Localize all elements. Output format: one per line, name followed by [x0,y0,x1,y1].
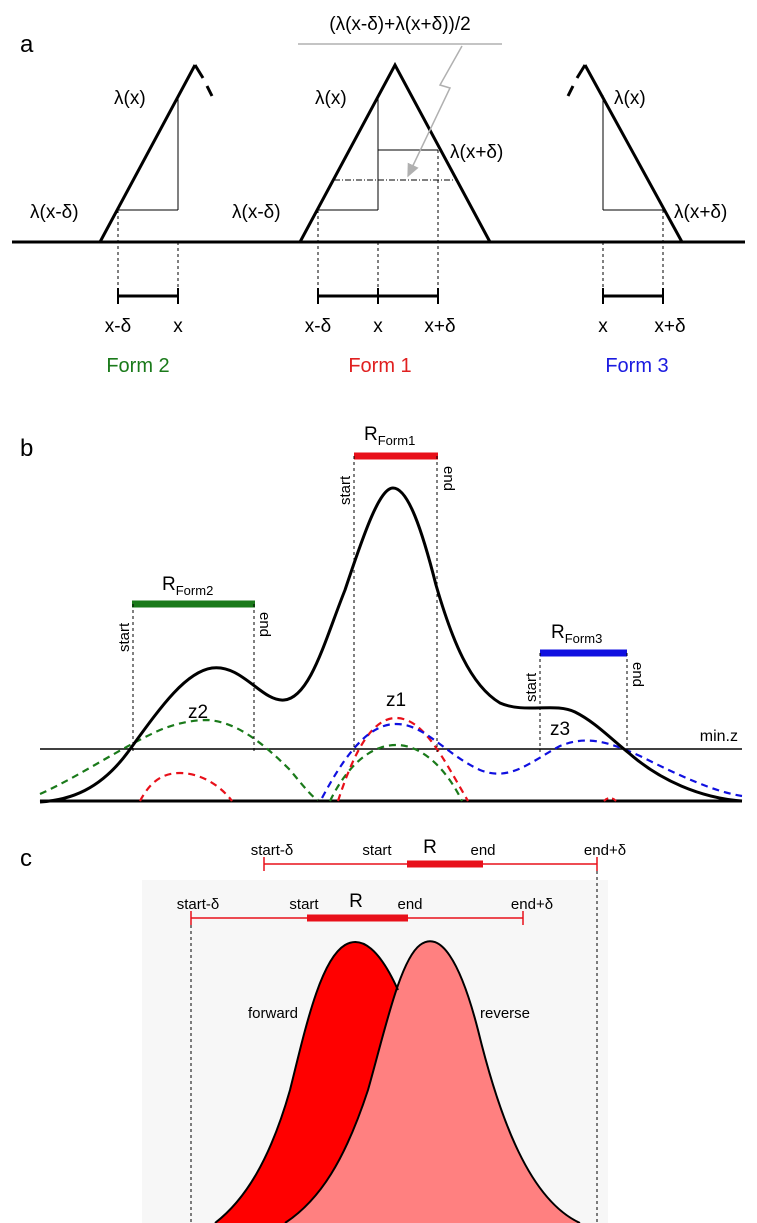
reverse-r: R [423,837,437,858]
form3-right-edge [583,64,684,243]
forward-end: end [397,896,422,913]
forward-label: forward [248,1005,298,1022]
form1-triangle [298,61,492,243]
forward-r: R [349,891,363,912]
z2-curve [39,718,319,801]
form1-tick-label-mid: x [373,316,383,337]
form1-tick-label-right: x+δ [424,316,455,337]
r-form1-start: start [337,475,354,505]
panel-b: b min.z RForm2 start end RForm1 st [20,424,743,804]
r-form1: RForm1 start end [337,424,457,752]
form3-name: Form 3 [605,355,668,377]
form1-name: Form 1 [348,355,411,377]
r-form1-end: end [440,466,457,491]
min-z-label: min.z [700,728,738,745]
reverse-end-plus: end+δ [584,842,626,859]
form2-left-edge [98,64,197,243]
z1-curve [336,716,469,802]
form3-peak-stub-dash [566,85,575,97]
reverse-start-minus: start-δ [251,842,294,859]
r-form3: RForm3 start end [523,622,646,752]
panel-b-letter: b [20,435,33,462]
form1-tick-label-left: x-δ [305,316,331,337]
form1-diagram: λ(x) λ(x-δ) λ(x+δ) x-δ x x+δ Form 1 [232,61,503,377]
z2-curve-center [329,743,463,802]
form2-diagram: λ(x) λ(x-δ) x-δ x Form 2 [30,64,214,377]
average-annotation: (λ(x-δ)+λ(x+δ))/2 [298,14,502,178]
r-form2: RForm2 start end [116,574,273,752]
r-form3-start: start [523,672,540,702]
forward-peak-outline [214,941,399,1223]
reverse-start: start [362,842,392,859]
z2-label: z2 [188,702,208,723]
form1-lambda-xpd: λ(x+δ) [450,142,503,163]
form2-tick-label-right: x [173,316,183,337]
panel-c-letter: c [20,845,32,872]
forward-start: start [289,896,319,913]
form2-peak-stub [193,64,205,79]
reverse-interval: start-δ start R end end+δ [251,837,626,871]
reverse-end: end [470,842,495,859]
panel-a-letter: a [20,31,34,58]
panel-a: a λ(x) λ(x-δ) x-δ x Form 2 [12,14,745,377]
form2-peak-stub-dash [205,85,214,97]
form3-lambda-x: λ(x) [614,88,646,109]
r-form2-end: end [256,612,273,637]
form1-lambda-x: λ(x) [315,88,347,109]
form2-tick-label-left: x-δ [105,316,131,337]
panel-c: c start-δ start R end end+δ start-δ star… [20,837,626,1223]
form3-diagram: λ(x) λ(x+δ) x x+δ Form 3 [566,64,727,377]
forward-end-plus: end+δ [511,896,553,913]
z1-curve-right [603,797,617,802]
form3-tick-label-right: x+δ [654,316,685,337]
form1-lambda-xmd: λ(x-δ) [232,202,281,223]
average-formula: (λ(x-δ)+λ(x+δ))/2 [329,14,470,35]
r-form3-label: RForm3 [551,622,602,646]
form2-name: Form 2 [106,355,169,377]
z1-curve-left [139,771,233,802]
z3-curve [321,722,743,799]
r-form3-end: end [629,662,646,687]
r-form2-start: start [116,622,133,652]
r-form1-label: RForm1 [364,424,415,448]
forward-interval: start-δ start R end end+δ [177,891,553,925]
r-form2-label: RForm2 [162,574,213,598]
form2-lambda-x: λ(x) [114,88,146,109]
forward-start-minus: start-δ [177,896,220,913]
form2-lambda-xmd: λ(x-δ) [30,202,79,223]
z3-label: z3 [550,719,570,740]
form3-peak-stub [575,64,587,79]
form3-tick-label-left: x [598,316,608,337]
form3-lambda-xpd: λ(x+δ) [674,202,727,223]
reverse-peak-fill [285,941,580,1223]
total-curve [39,486,743,804]
z1-label: z1 [386,690,406,711]
average-arrow [407,45,463,178]
reverse-peak-outline [284,940,581,1223]
reverse-label: reverse [480,1005,530,1022]
